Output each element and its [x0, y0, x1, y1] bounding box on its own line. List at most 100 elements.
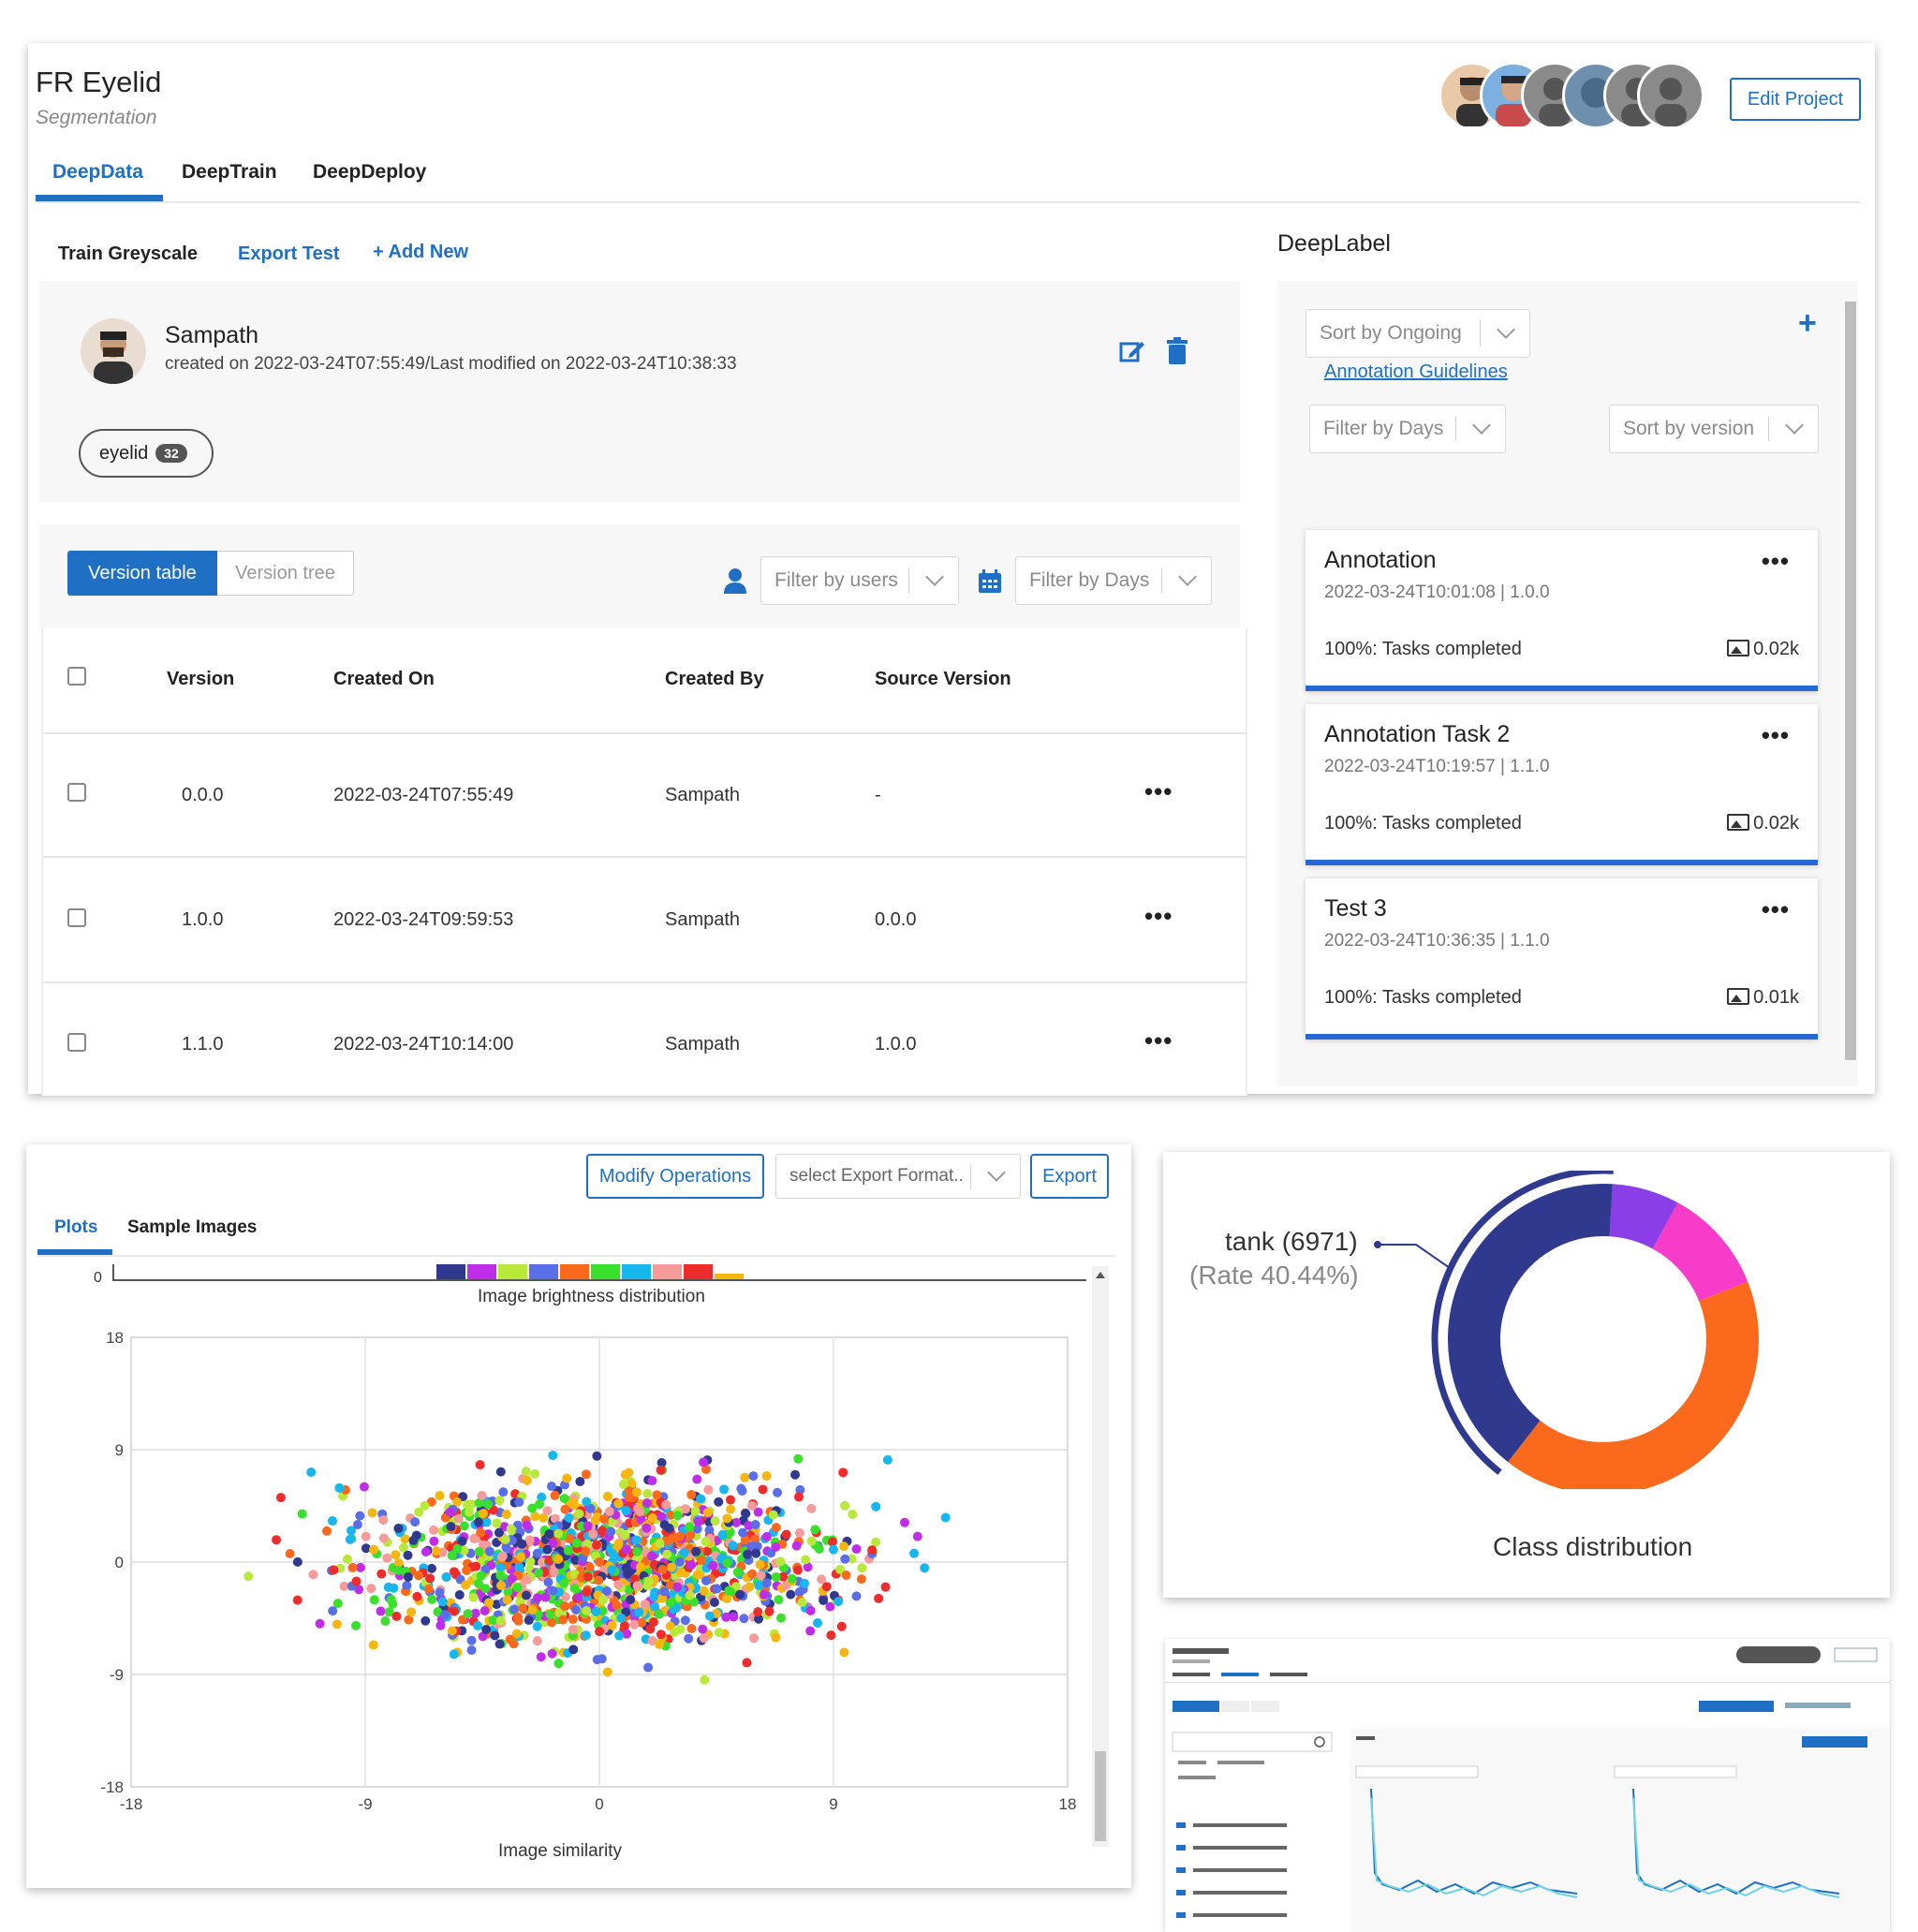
task-card[interactable]: Annotation ••• 2022-03-24T10:01:08 | 1.0… — [1306, 530, 1818, 691]
task-more-icon[interactable]: ••• — [1761, 721, 1790, 749]
version-link[interactable]: 1.0.0 — [182, 909, 224, 930]
image-icon — [1727, 640, 1750, 656]
edit-project-button[interactable]: Edit Project — [1730, 78, 1861, 121]
scatter-point — [591, 1606, 601, 1616]
scatter-point — [701, 1575, 711, 1585]
scatter-point — [560, 1504, 570, 1514]
scatter-point — [471, 1561, 481, 1571]
scatter-point — [786, 1589, 796, 1600]
brightness-bar — [653, 1264, 682, 1279]
task-more-icon[interactable]: ••• — [1761, 547, 1790, 575]
tag-chip[interactable]: eyelid 32 — [79, 429, 214, 478]
scatter-point — [426, 1497, 436, 1507]
column-header-version[interactable]: Version — [167, 669, 235, 689]
annotation-guidelines-link[interactable]: Annotation Guidelines — [1324, 361, 1508, 382]
sort-ongoing-select[interactable]: Sort by Ongoing — [1306, 309, 1530, 358]
scatter-point — [717, 1529, 728, 1540]
filter-days-select[interactable]: Filter by Days — [1015, 556, 1212, 605]
scatter-point — [722, 1558, 732, 1569]
scatter-point — [645, 1624, 656, 1634]
scatter-point — [643, 1662, 654, 1673]
row-more-icon[interactable]: ••• — [1144, 777, 1173, 805]
pie-slice[interactable] — [1651, 1202, 1748, 1303]
brightness-bar — [498, 1264, 527, 1279]
tab-deeptrain[interactable]: DeepTrain — [182, 161, 277, 183]
filter-days-select[interactable]: Filter by Days — [1309, 405, 1506, 453]
export-format-select[interactable]: select Export Format.. — [775, 1154, 1021, 1199]
column-header-created-by[interactable]: Created By — [665, 669, 764, 689]
scatter-point — [857, 1563, 867, 1573]
scatter-point — [524, 1535, 535, 1545]
version-link[interactable]: 0.0.0 — [182, 785, 224, 805]
scatter-point — [721, 1612, 731, 1622]
tab-deepdeploy[interactable]: DeepDeploy — [313, 161, 427, 183]
scatter-point — [655, 1639, 665, 1649]
scatter-point — [500, 1534, 510, 1544]
column-header-source-version[interactable]: Source Version — [875, 669, 1011, 689]
deeplabel-scrollbar[interactable] — [1845, 302, 1856, 1060]
avatar — [1637, 62, 1704, 129]
scatter-point — [592, 1540, 602, 1550]
user-icon — [723, 568, 747, 594]
add-task-icon[interactable]: + — [1798, 305, 1817, 341]
delete-icon[interactable] — [1165, 337, 1189, 365]
dataset-tab-export[interactable]: Export Test — [238, 243, 340, 264]
edit-icon[interactable] — [1118, 337, 1146, 365]
scatter-point — [539, 1512, 549, 1523]
select-all-checkbox[interactable] — [67, 667, 86, 686]
scatter-point — [376, 1569, 387, 1579]
scatter-point — [506, 1524, 516, 1534]
row-checkbox[interactable] — [67, 783, 86, 802]
pie-slice[interactable] — [1448, 1184, 1613, 1463]
scatter-point — [691, 1546, 701, 1556]
scroll-thumb[interactable] — [1095, 1751, 1106, 1841]
scatter-point — [368, 1640, 378, 1650]
sort-version-select[interactable]: Sort by version — [1609, 405, 1819, 453]
scatter-point — [351, 1620, 361, 1630]
x-tick-label: -9 — [358, 1795, 372, 1813]
tab-plots[interactable]: Plots — [54, 1217, 98, 1237]
scatter-point — [463, 1499, 473, 1510]
version-link[interactable]: 1.1.0 — [182, 1034, 224, 1054]
scatter-point — [753, 1607, 763, 1617]
tab-plots-underline — [37, 1249, 112, 1255]
scatter-point — [681, 1504, 691, 1514]
plots-scrollbar[interactable] — [1092, 1266, 1109, 1847]
scroll-up-arrow[interactable] — [1096, 1272, 1105, 1278]
pie-slice[interactable] — [1508, 1281, 1759, 1489]
scatter-point — [880, 1582, 891, 1592]
export-button[interactable]: Export — [1030, 1154, 1109, 1199]
task-card[interactable]: Test 3 ••• 2022-03-24T10:36:35 | 1.1.0 1… — [1306, 878, 1818, 1040]
tab-deepdata[interactable]: DeepData — [52, 161, 143, 183]
tab-sample-images[interactable]: Sample Images — [127, 1217, 258, 1237]
filter-users-select[interactable]: Filter by users — [760, 556, 959, 605]
scatter-point — [530, 1468, 540, 1479]
row-checkbox[interactable] — [67, 1033, 86, 1052]
version-tree-toggle[interactable]: Version tree — [217, 551, 354, 596]
scatter-point — [606, 1526, 616, 1537]
task-card[interactable]: Annotation Task 2 ••• 2022-03-24T10:19:5… — [1306, 704, 1818, 865]
modify-operations-button[interactable]: Modify Operations — [586, 1154, 764, 1199]
add-new-button[interactable]: + Add New — [373, 242, 469, 262]
pie-slice[interactable] — [1608, 1184, 1678, 1249]
scatter-point — [648, 1616, 658, 1627]
row-more-icon[interactable]: ••• — [1144, 1026, 1173, 1054]
scatter-point — [686, 1490, 697, 1500]
scatter-point — [527, 1503, 538, 1513]
scatter-point — [546, 1482, 556, 1492]
filter-days-label: Filter by Days — [1029, 569, 1150, 591]
scatter-point — [867, 1545, 878, 1556]
column-header-created-on[interactable]: Created On — [333, 669, 435, 689]
avatar-group[interactable] — [1438, 62, 1710, 137]
row-checkbox[interactable] — [67, 908, 86, 927]
x-tick-label: 0 — [595, 1795, 603, 1813]
version-table-toggle[interactable]: Version table — [67, 551, 217, 596]
pie-leader-line — [1378, 1244, 1451, 1269]
dataset-tab-train[interactable]: Train Greyscale — [58, 243, 198, 264]
task-name: Test 3 — [1324, 895, 1387, 922]
task-more-icon[interactable]: ••• — [1761, 895, 1790, 923]
scatter-point — [332, 1619, 342, 1630]
scatter-point — [631, 1487, 642, 1497]
row-more-icon[interactable]: ••• — [1144, 902, 1173, 930]
scatter-point — [827, 1537, 837, 1547]
